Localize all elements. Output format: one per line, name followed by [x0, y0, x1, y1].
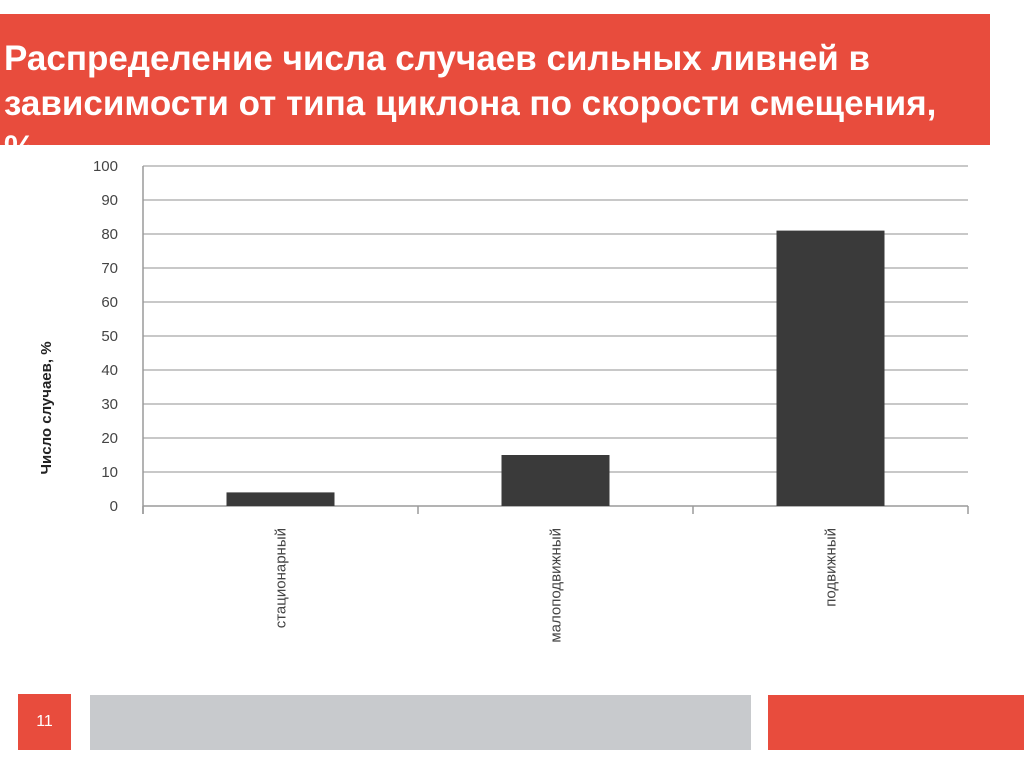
bar-chart: 0 10 20 30 40 50 60 70 80 90 100 стационарный малоп… — [0, 140, 1024, 685]
y-tick-label: 80 — [101, 226, 118, 243]
slide-title: Распределение числа случаев сильных ливн… — [4, 39, 937, 168]
bar — [501, 455, 610, 506]
footer-accent-bar — [768, 695, 1024, 750]
y-tick-label: 0 — [110, 498, 118, 515]
x-tick-label: стационарный — [273, 528, 290, 628]
y-tick-labels: 0 10 20 30 40 50 60 70 80 90 100 — [93, 158, 118, 515]
y-tick-label: 60 — [101, 294, 118, 311]
chart-canvas: 0 10 20 30 40 50 60 70 80 90 100 стационарный малоп… — [38, 158, 969, 643]
footer-bar — [90, 695, 751, 750]
y-axis-label: Число случаев, % — [38, 341, 55, 474]
bar — [226, 492, 335, 506]
y-tick-label: 10 — [101, 464, 118, 481]
x-tick-label: подвижный — [823, 528, 840, 607]
y-tick-label: 100 — [93, 158, 118, 175]
page-number: 11 — [18, 694, 71, 750]
x-tick-label: малоподвижный — [548, 528, 565, 643]
x-tick-labels: стационарный малоподвижный подвижный — [273, 528, 840, 643]
title-banner: Распределение числа случаев сильных ливн… — [0, 14, 990, 168]
bar — [776, 230, 885, 506]
y-tick-label: 90 — [101, 192, 118, 209]
y-tick-label: 50 — [101, 328, 118, 345]
bars — [226, 230, 885, 506]
y-tick-label: 30 — [101, 396, 118, 413]
y-tick-label: 70 — [101, 260, 118, 277]
y-tick-label: 40 — [101, 362, 118, 379]
y-tick-label: 20 — [101, 430, 118, 447]
